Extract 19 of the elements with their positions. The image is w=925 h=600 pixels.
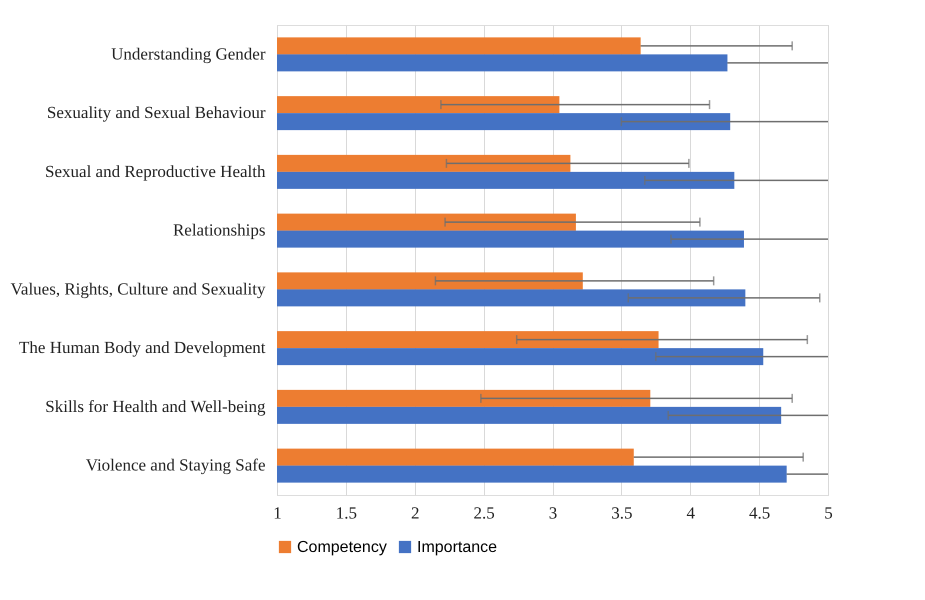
x-tick-label: 1.5 [336,504,357,522]
x-tick-label: 5 [824,504,833,522]
legend-label: Importance [417,539,498,556]
y-tick-label: Understanding Gender [111,44,266,64]
y-tick-label: Skills for Health and Well-being [45,396,266,416]
x-tick-label: 3.5 [611,504,632,522]
legend-label: Competency [297,539,387,556]
y-tick-label: Relationships [172,220,266,240]
x-tick-label: 4 [686,504,696,522]
y-tick-label: Violence and Staying Safe [86,456,266,475]
x-tick-label: 2 [411,504,420,522]
y-tick-label: Values, Rights, Culture and Sexuality [10,279,266,298]
x-tick-label: 2.5 [474,504,495,522]
y-tick-label: The Human Body and Development [19,338,266,358]
x-tick-label: 1 [273,504,282,522]
y-tick-label: Sexuality and Sexual Behaviour [46,103,266,122]
x-tick-label: 3 [548,504,558,522]
y-tick-label: Sexual and Reproductive Health [45,162,266,181]
x-tick-label: 4.5 [749,504,770,522]
